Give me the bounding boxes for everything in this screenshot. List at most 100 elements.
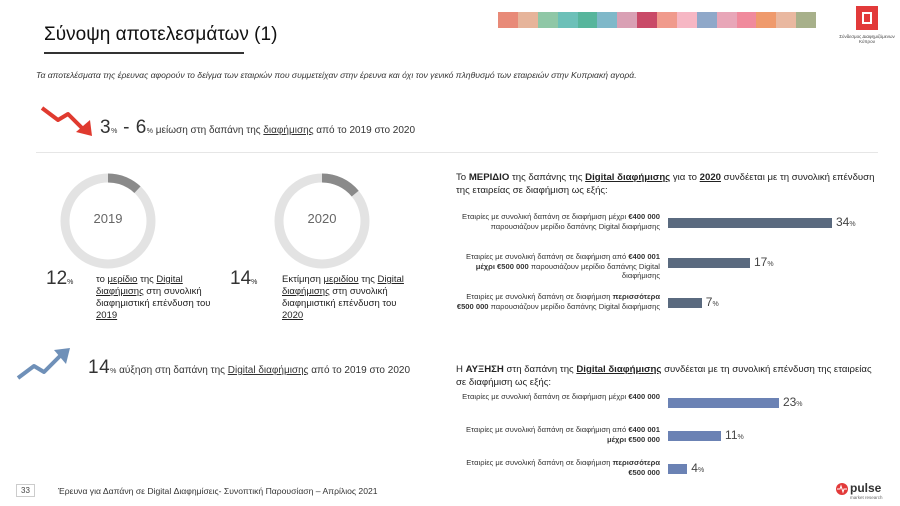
text: για το	[670, 172, 700, 183]
text-underlined: μερίδιο	[107, 274, 138, 285]
decrease-text: μείωση στη δαπάνη της	[153, 125, 264, 136]
color-swatch	[696, 12, 717, 28]
text: στη συνολική διαφημιστική επένδυση του	[96, 286, 211, 309]
pct-sign: %	[67, 279, 74, 286]
bar-value-label: 34%	[836, 215, 856, 229]
bar	[668, 431, 722, 441]
color-swatch	[676, 12, 697, 28]
text-underlined: 2019	[96, 310, 118, 321]
color-swatch	[637, 12, 657, 28]
bar	[668, 464, 688, 474]
pulse-brand: pulse	[850, 481, 882, 495]
decrease-statement: 3% - 6% μείωση στη δαπάνη της διαφήμισης…	[100, 117, 415, 139]
text-underlined: 2020	[282, 310, 304, 321]
decrease-min: 3	[100, 117, 112, 138]
share-value: 14	[230, 268, 252, 289]
share-chart-heading: Το ΜΕΡΙΔΙΟ της δαπάνης της Digital διαφή…	[456, 172, 876, 197]
color-swatch	[736, 12, 757, 28]
text-bold-underlined: 2020	[699, 172, 721, 183]
increase-text-underlined: Digital διαφήμισης	[227, 365, 309, 376]
donut-year: 2020	[307, 211, 337, 226]
text: Η	[456, 364, 466, 375]
color-swatch	[657, 12, 677, 28]
bar-category-label: Εταιρίες με συνολική δαπάνη σε διαφήμιση…	[465, 425, 660, 444]
text-underlined: Digital διαφήμισης	[282, 274, 404, 297]
pct-sign: %	[110, 368, 117, 375]
advertisers-logo-icon	[850, 4, 884, 34]
color-swatch	[577, 12, 598, 28]
text-bold-underlined: Digital διαφήμισης	[576, 364, 662, 375]
bar-category-label: Εταιρίες με συνολική δαπάνη σε διαφήμιση…	[462, 212, 660, 231]
text: το	[96, 274, 108, 285]
color-swatch	[756, 12, 777, 28]
color-swatch	[557, 12, 578, 28]
bar	[668, 398, 779, 408]
decrease-text-end: από το 2019 στο 2020	[313, 125, 416, 136]
text: της	[137, 274, 157, 285]
bar-value-label: 17%	[754, 255, 774, 269]
decrease-max: 6	[135, 117, 147, 138]
text: στη δαπάνη της	[503, 364, 577, 375]
text-bold-underlined: Digital διαφήμισης	[585, 172, 671, 183]
donut-2019: 2019	[58, 171, 158, 271]
pct-sign: %	[146, 128, 154, 135]
text-bold: ΑΥΞΗΣΗ	[465, 364, 504, 375]
bar	[668, 258, 750, 268]
page-number: 33	[16, 484, 35, 497]
decorative-color-strip	[498, 12, 816, 28]
color-swatch	[776, 12, 797, 28]
decrease-text-underlined: διαφήμισης	[263, 125, 314, 136]
increase-value: 14	[88, 357, 111, 378]
bar-value-label: 4%	[691, 461, 705, 475]
text: της δαπάνης της	[509, 172, 586, 183]
donut-share-arc	[60, 173, 156, 269]
section-divider	[36, 152, 878, 153]
bar-category-label: Εταιρίες με συνολική δαπάνη σε διαφήμιση…	[466, 458, 660, 477]
pct-sign: %	[251, 279, 258, 286]
bar-category-label: Εταιρίες με συνολική δαπάνη σε διαφήμιση…	[465, 252, 660, 281]
bar-value-label: 23%	[782, 395, 803, 409]
color-swatch	[597, 12, 618, 28]
text: συνδέεται με τη συνολική επένδυση της ετ…	[456, 172, 875, 196]
color-swatch	[498, 12, 518, 28]
color-swatch	[796, 12, 816, 28]
increase-chart-heading: Η ΑΥΞΗΣΗ στη δαπάνη της Digital διαφήμισ…	[456, 364, 876, 389]
increase-bar-chart: Εταιρίες με συνολική δαπάνη σε διαφήμιση…	[456, 392, 886, 484]
increase-statement: 14% αύξηση στη δαπάνη της Digital διαφήμ…	[88, 357, 410, 379]
color-swatch	[716, 12, 737, 28]
text: της	[358, 274, 378, 285]
text: Το	[456, 172, 469, 183]
page-title: Σύνοψη αποτελεσμάτων (1)	[44, 24, 278, 45]
increase-text: αύξηση στη δαπάνη της	[116, 365, 228, 376]
share-value: 12	[46, 268, 68, 289]
color-swatch	[517, 12, 538, 28]
bar-category-label: Εταιρίες με συνολική δαπάνη σε διαφήμιση…	[462, 392, 660, 401]
bar-value-label: 7%	[705, 295, 719, 309]
footer-text: Έρευνα για Δαπάνη σε Digital Διαφημίσεις…	[58, 486, 378, 496]
pct-sign: %	[111, 128, 118, 135]
bar	[668, 298, 702, 308]
text-bold: ΜΕΡΙΔΙΟ	[468, 172, 510, 183]
share-2020-text: Εκτίμηση μεριδίου της Digital διαφήμισης…	[282, 274, 412, 322]
color-swatch	[537, 12, 558, 28]
share-bar-chart: Εταιρίες με συνολική δαπάνη σε διαφήμιση…	[456, 212, 886, 332]
increase-text-end: από το 2019 στο 2020	[308, 365, 411, 376]
text-underlined: μεριδίου	[323, 274, 359, 285]
share-2020-value: 14%	[230, 268, 257, 290]
donut-2020: 2020	[272, 171, 372, 271]
text: Εκτίμηση	[282, 274, 324, 285]
bar-value-label: 11%	[725, 428, 744, 442]
donut-share-arc	[274, 173, 370, 269]
title-underline	[44, 52, 244, 54]
share-2019-value: 12%	[46, 268, 73, 290]
pulse-brand-sub: market research	[850, 495, 883, 500]
intro-note: Τα αποτελέσματα της έρευνας αφορούν το δ…	[36, 70, 637, 80]
logo-caption: Σύνδεσμος Διαφημιζόμενων Κύπρου	[839, 34, 895, 44]
donut-year: 2019	[93, 211, 123, 226]
pulse-logo-icon	[836, 482, 848, 500]
bar	[668, 218, 832, 228]
color-swatch	[617, 12, 638, 28]
text: στη συνολική διαφημιστική επένδυση του	[282, 286, 397, 309]
bar-category-label: Εταιρίες με συνολική δαπάνη σε διαφήμιση…	[456, 292, 660, 311]
trend-down-arrow-icon	[40, 102, 96, 143]
